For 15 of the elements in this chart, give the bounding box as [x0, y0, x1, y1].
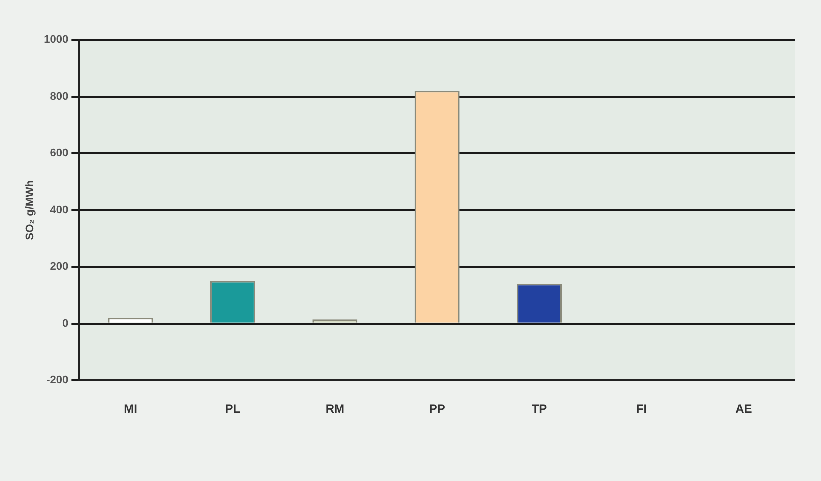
y-axis-title: SO₂ g/MWh: [24, 180, 37, 240]
x-tick-label: RM: [326, 402, 344, 416]
x-tick-label: PP: [429, 402, 446, 416]
x-tick-label: AE: [736, 402, 752, 416]
y-tick-label: -200: [46, 374, 69, 387]
y-tick-label: 1000: [44, 34, 69, 46]
x-tick-label: TP: [532, 402, 548, 416]
y-tick-label: 800: [50, 90, 69, 103]
y-tick-label: 400: [50, 204, 69, 216]
y-tick-label: 200: [50, 261, 69, 274]
y-tick-label: 600: [50, 148, 69, 160]
x-tick-label: PL: [225, 402, 241, 416]
y-tick-label: 0: [62, 318, 69, 330]
x-tick-label: FI: [636, 402, 648, 416]
x-tick-label: MI: [124, 402, 138, 416]
